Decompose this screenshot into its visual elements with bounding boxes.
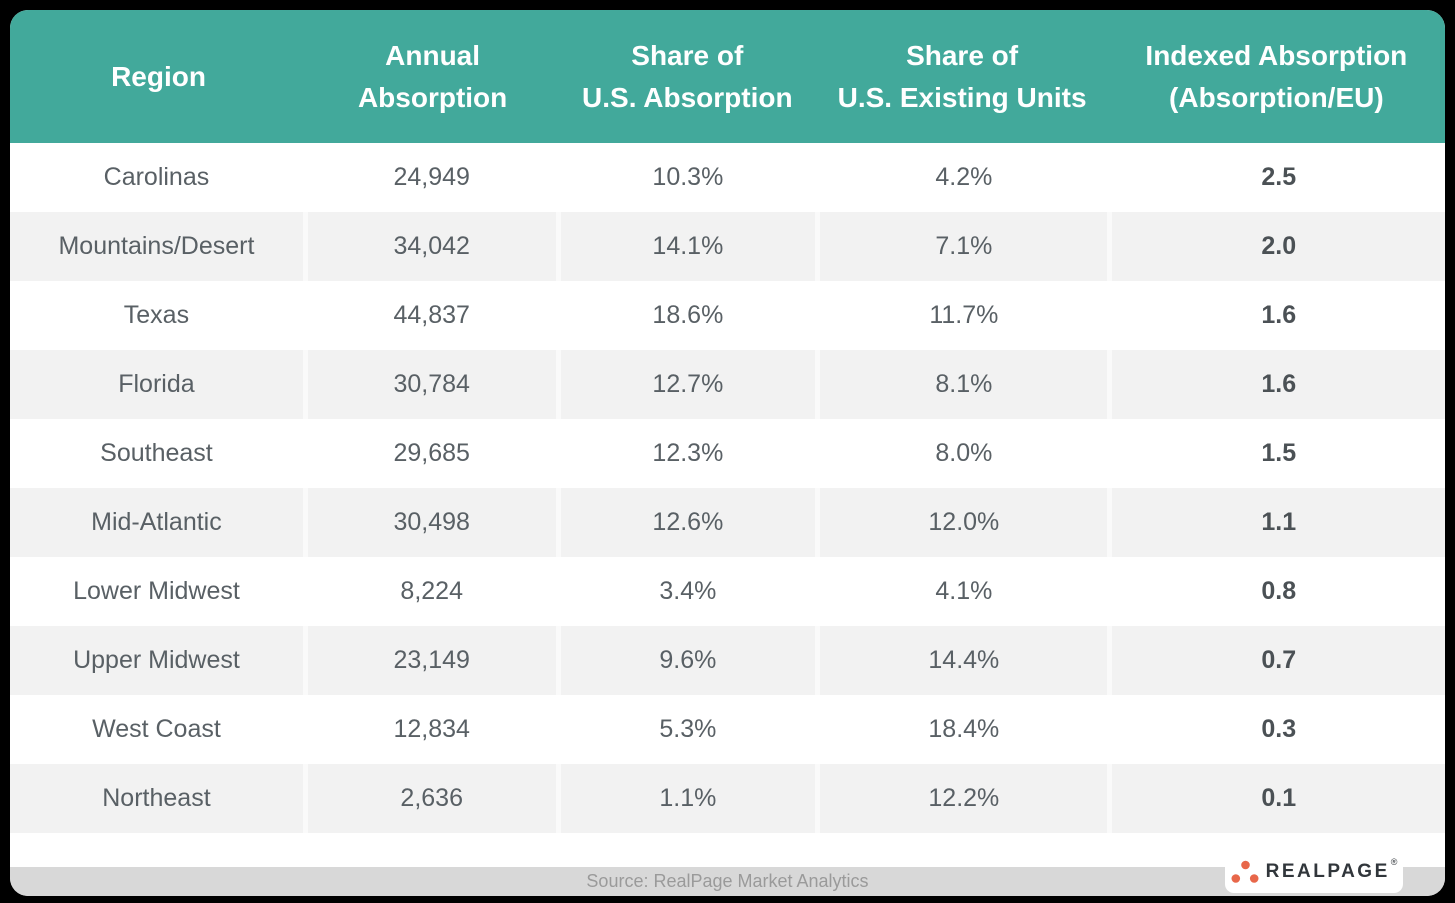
share-absorption-cell: 1.1% bbox=[555, 764, 816, 833]
share-absorption-cell: 12.3% bbox=[555, 419, 816, 488]
table-body: Carolinas 24,949 10.3% 4.2% 2.5 Mountain… bbox=[10, 143, 1445, 833]
indexed-absorption-cell: 1.6 bbox=[1107, 281, 1445, 350]
table-row: Texas 44,837 18.6% 11.7% 1.6 bbox=[10, 281, 1445, 350]
column-header-share-us-absorption: Share of U.S. Absorption bbox=[582, 39, 793, 113]
table-row: Upper Midwest 23,149 9.6% 14.4% 0.7 bbox=[10, 626, 1445, 695]
indexed-absorption-cell: 1.5 bbox=[1107, 419, 1445, 488]
share-absorption-cell: 12.6% bbox=[555, 488, 816, 557]
column-header-annual-absorption: Annual Absorption bbox=[357, 39, 508, 113]
share-absorption-cell: 12.7% bbox=[555, 350, 816, 419]
table-row: Southeast 29,685 12.3% 8.0% 1.5 bbox=[10, 419, 1445, 488]
share-existing-units-cell: 7.1% bbox=[815, 212, 1107, 281]
share-absorption-cell: 14.1% bbox=[555, 212, 816, 281]
share-existing-units-cell: 8.0% bbox=[815, 419, 1107, 488]
share-existing-units-cell: 12.0% bbox=[815, 488, 1107, 557]
column-header-share-us-existing-units: Share of U.S. Existing Units bbox=[837, 39, 1087, 113]
realpage-logo-text: REALPAGE bbox=[1265, 860, 1390, 882]
realpage-logo: REALPAGE ® bbox=[1225, 850, 1403, 893]
region-cell: Florida bbox=[118, 370, 195, 398]
registered-mark: ® bbox=[1390, 857, 1398, 867]
share-absorption-cell: 5.3% bbox=[555, 695, 816, 764]
indexed-absorption-cell: 0.1 bbox=[1107, 764, 1445, 833]
annual-absorption-cell: 44,837 bbox=[302, 281, 556, 350]
share-existing-units-cell: 14.4% bbox=[815, 626, 1107, 695]
indexed-absorption-cell: 0.3 bbox=[1107, 695, 1445, 764]
table-row: Carolinas 24,949 10.3% 4.2% 2.5 bbox=[10, 143, 1445, 212]
region-cell: Southeast bbox=[100, 439, 213, 467]
region-cell: Texas bbox=[123, 301, 190, 329]
share-existing-units-cell: 12.2% bbox=[815, 764, 1107, 833]
indexed-absorption-cell: 2.5 bbox=[1107, 143, 1445, 212]
share-absorption-cell: 18.6% bbox=[555, 281, 816, 350]
indexed-absorption-cell: 1.6 bbox=[1107, 350, 1445, 419]
table-row: Northeast 2,636 1.1% 12.2% 0.1 bbox=[10, 764, 1445, 833]
share-existing-units-cell: 18.4% bbox=[815, 695, 1107, 764]
indexed-absorption-cell: 0.8 bbox=[1107, 557, 1445, 626]
table-row: Lower Midwest 8,224 3.4% 4.1% 0.8 bbox=[10, 557, 1445, 626]
annual-absorption-cell: 30,784 bbox=[302, 350, 556, 419]
table-row: Florida 30,784 12.7% 8.1% 1.6 bbox=[10, 350, 1445, 419]
region-cell: Carolinas bbox=[103, 163, 210, 191]
table-card: Region Annual Absorption Share of U.S. A… bbox=[10, 10, 1445, 896]
region-cell: Mountains/Desert bbox=[58, 232, 255, 260]
indexed-absorption-cell: 0.7 bbox=[1107, 626, 1445, 695]
realpage-dots-icon bbox=[1231, 860, 1259, 883]
share-absorption-cell: 10.3% bbox=[555, 143, 816, 212]
region-cell: Lower Midwest bbox=[73, 577, 240, 605]
share-existing-units-cell: 8.1% bbox=[815, 350, 1107, 419]
annual-absorption-cell: 30,498 bbox=[302, 488, 556, 557]
share-absorption-cell: 3.4% bbox=[555, 557, 816, 626]
share-absorption-cell: 9.6% bbox=[555, 626, 816, 695]
annual-absorption-cell: 2,636 bbox=[302, 764, 556, 833]
table-header-row: Region Annual Absorption Share of U.S. A… bbox=[10, 10, 1445, 143]
source-text: Source: RealPage Market Analytics bbox=[586, 871, 869, 891]
annual-absorption-cell: 12,834 bbox=[302, 695, 556, 764]
table-row: Mid-Atlantic 30,498 12.6% 12.0% 1.1 bbox=[10, 488, 1445, 557]
share-existing-units-cell: 4.1% bbox=[815, 557, 1107, 626]
region-cell: West Coast bbox=[92, 715, 221, 743]
annual-absorption-cell: 23,149 bbox=[302, 626, 556, 695]
indexed-absorption-cell: 1.1 bbox=[1107, 488, 1445, 557]
column-header-indexed-absorption: Indexed Absorption (Absorption/EU) bbox=[1145, 39, 1408, 113]
table-row: West Coast 12,834 5.3% 18.4% 0.3 bbox=[10, 695, 1445, 764]
annual-absorption-cell: 34,042 bbox=[302, 212, 556, 281]
column-header-region: Region bbox=[111, 60, 206, 92]
indexed-absorption-cell: 2.0 bbox=[1107, 212, 1445, 281]
source-bar: Source: RealPage Market Analytics bbox=[10, 867, 1445, 896]
region-cell: Northeast bbox=[102, 784, 211, 812]
table-row: Mountains/Desert 34,042 14.1% 7.1% 2.0 bbox=[10, 212, 1445, 281]
annual-absorption-cell: 29,685 bbox=[302, 419, 556, 488]
region-cell: Upper Midwest bbox=[73, 646, 240, 674]
annual-absorption-cell: 24,949 bbox=[302, 143, 556, 212]
share-existing-units-cell: 4.2% bbox=[815, 143, 1107, 212]
share-existing-units-cell: 11.7% bbox=[815, 281, 1107, 350]
annual-absorption-cell: 8,224 bbox=[302, 557, 556, 626]
bottom-spacer bbox=[10, 833, 1445, 867]
region-cell: Mid-Atlantic bbox=[91, 508, 222, 536]
